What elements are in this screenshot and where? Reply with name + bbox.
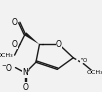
Text: O: O: [22, 83, 28, 92]
Text: O: O: [12, 18, 18, 27]
Text: OCH₃: OCH₃: [0, 53, 13, 58]
Text: +: +: [25, 68, 30, 73]
Text: O: O: [12, 40, 18, 49]
Text: O: O: [56, 40, 62, 49]
Polygon shape: [24, 32, 39, 44]
Text: ,,: ,,: [41, 41, 45, 46]
Text: N: N: [22, 68, 28, 77]
Text: $^{-}$O: $^{-}$O: [1, 62, 13, 73]
Text: ''O: ''O: [80, 58, 88, 63]
Text: OCH₃: OCH₃: [86, 70, 102, 75]
